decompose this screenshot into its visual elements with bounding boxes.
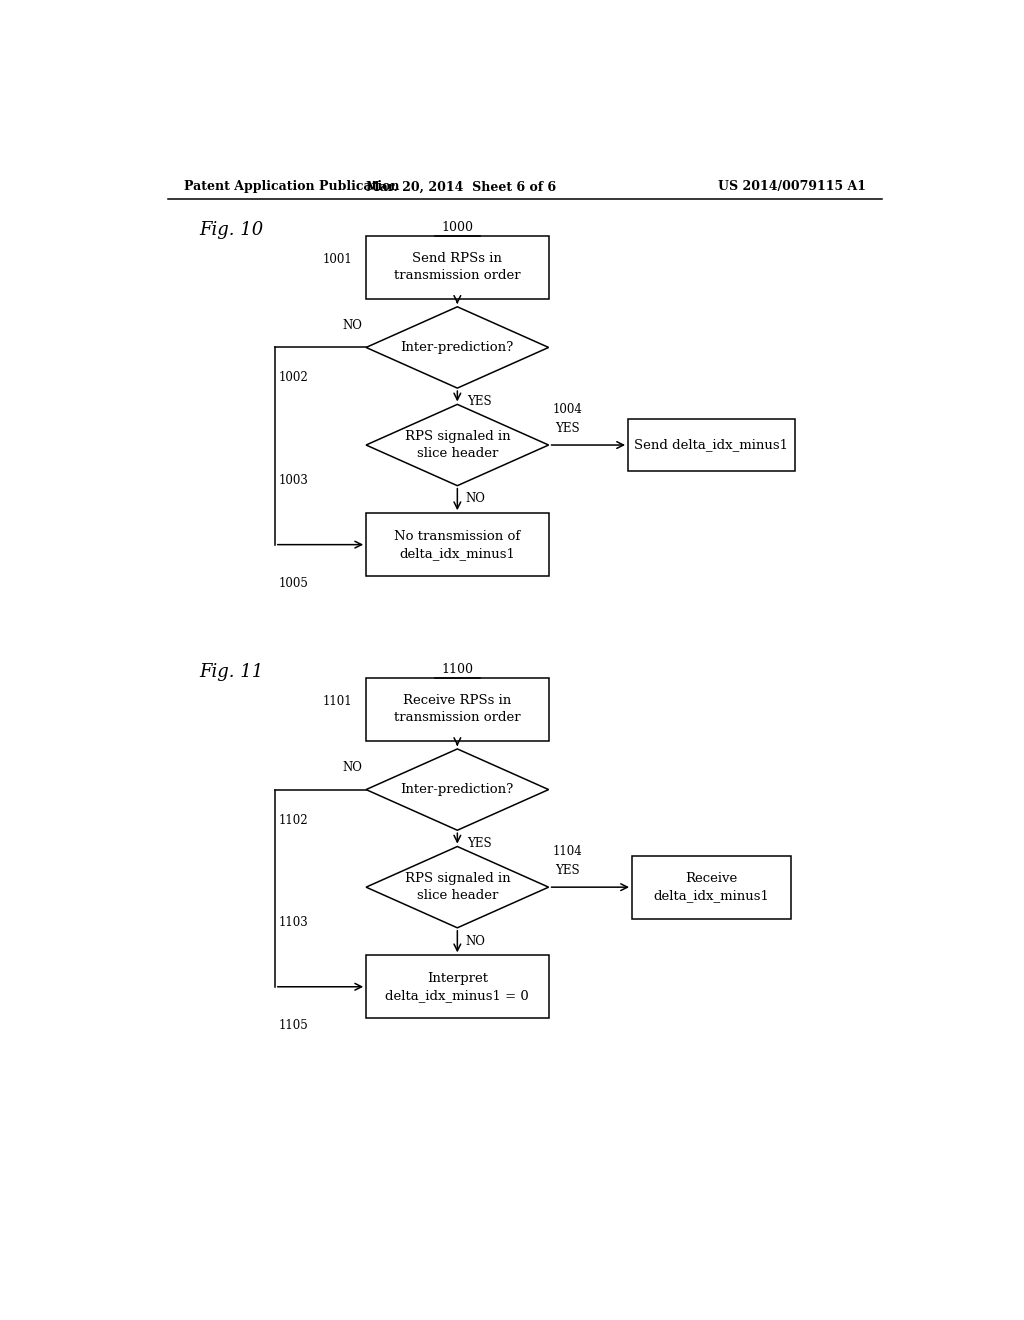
Text: 1002: 1002: [279, 371, 308, 384]
Polygon shape: [367, 306, 549, 388]
Polygon shape: [367, 748, 549, 830]
FancyBboxPatch shape: [367, 236, 549, 298]
Text: No transmission of
delta_idx_minus1: No transmission of delta_idx_minus1: [394, 529, 520, 560]
Text: RPS signaled in
slice header: RPS signaled in slice header: [404, 430, 510, 461]
FancyBboxPatch shape: [632, 855, 791, 919]
Text: 1103: 1103: [279, 916, 308, 929]
Text: 1000: 1000: [441, 220, 473, 234]
FancyBboxPatch shape: [367, 956, 549, 1018]
Text: YES: YES: [467, 395, 492, 408]
Text: NO: NO: [342, 318, 362, 331]
Text: 1005: 1005: [279, 577, 308, 590]
FancyBboxPatch shape: [367, 513, 549, 576]
Text: Patent Application Publication: Patent Application Publication: [183, 181, 399, 193]
Text: Receive RPSs in
transmission order: Receive RPSs in transmission order: [394, 694, 520, 725]
Text: 1102: 1102: [279, 813, 308, 826]
Text: 1100: 1100: [441, 663, 473, 676]
Text: YES: YES: [467, 837, 492, 850]
Text: 1101: 1101: [323, 694, 352, 708]
Polygon shape: [367, 846, 549, 928]
Text: Inter-prediction?: Inter-prediction?: [400, 783, 514, 796]
Text: YES: YES: [555, 865, 580, 876]
Text: 1003: 1003: [279, 474, 308, 487]
Text: US 2014/0079115 A1: US 2014/0079115 A1: [718, 181, 866, 193]
Text: 1105: 1105: [279, 1019, 308, 1032]
Text: 1104: 1104: [553, 845, 583, 858]
Text: Receive
delta_idx_minus1: Receive delta_idx_minus1: [653, 873, 769, 902]
Text: NO: NO: [465, 935, 485, 948]
Text: YES: YES: [555, 422, 580, 434]
FancyBboxPatch shape: [367, 677, 549, 741]
Text: 1004: 1004: [553, 403, 583, 416]
Text: Mar. 20, 2014  Sheet 6 of 6: Mar. 20, 2014 Sheet 6 of 6: [367, 181, 556, 193]
Text: Interpret
delta_idx_minus1 = 0: Interpret delta_idx_minus1 = 0: [385, 972, 529, 1002]
Text: NO: NO: [342, 760, 362, 774]
Text: Fig. 11: Fig. 11: [200, 663, 263, 681]
Text: Send RPSs in
transmission order: Send RPSs in transmission order: [394, 252, 520, 282]
Text: NO: NO: [465, 492, 485, 506]
Text: Send delta_idx_minus1: Send delta_idx_minus1: [634, 438, 788, 451]
Text: Fig. 10: Fig. 10: [200, 220, 263, 239]
Text: Inter-prediction?: Inter-prediction?: [400, 341, 514, 354]
Text: 1001: 1001: [323, 252, 352, 265]
Polygon shape: [367, 404, 549, 486]
Text: RPS signaled in
slice header: RPS signaled in slice header: [404, 873, 510, 902]
FancyBboxPatch shape: [628, 418, 795, 471]
